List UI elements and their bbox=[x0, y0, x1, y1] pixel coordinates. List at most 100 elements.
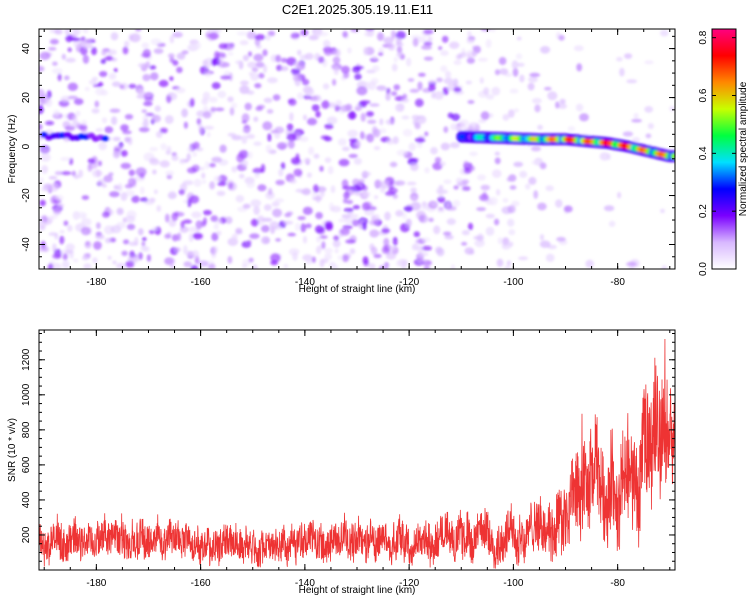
heatmap-cell bbox=[286, 211, 294, 216]
heatmap-cell bbox=[433, 225, 441, 235]
heatmap-cell bbox=[417, 258, 427, 263]
heatmap-cell bbox=[476, 207, 486, 212]
heatmap-cell bbox=[534, 104, 541, 113]
heatmap-cell bbox=[453, 60, 462, 65]
heatmap-cell bbox=[486, 94, 495, 100]
heatmap-cell bbox=[135, 29, 142, 32]
heatmap-cell bbox=[315, 194, 321, 203]
heatmap-cell bbox=[391, 63, 398, 72]
heatmap-cell bbox=[428, 84, 436, 92]
heatmap-cell bbox=[495, 189, 501, 196]
heatmap-cell bbox=[342, 146, 350, 152]
heatmap-cell bbox=[231, 135, 243, 141]
heatmap-cell bbox=[171, 212, 178, 222]
heatmap-cell bbox=[219, 144, 227, 153]
heatmap-cell bbox=[624, 53, 633, 59]
heatmap-cell bbox=[280, 162, 286, 170]
heatmap-cell bbox=[235, 60, 243, 65]
heatmap-cell bbox=[444, 234, 454, 240]
heatmap-cell bbox=[63, 113, 69, 120]
heatmap-cell bbox=[225, 216, 233, 224]
heatmap-cell bbox=[315, 212, 323, 220]
heatmap-cell bbox=[443, 231, 452, 236]
heatmap-cell bbox=[617, 191, 622, 199]
heatmap-cell bbox=[457, 53, 462, 59]
heatmap-cell bbox=[449, 41, 460, 49]
heatmap-cell bbox=[196, 118, 202, 125]
heatmap-cell bbox=[417, 81, 423, 91]
heatmap-cell bbox=[150, 38, 162, 46]
heatmap-cell bbox=[247, 61, 257, 68]
heatmap-cell bbox=[360, 100, 371, 105]
heatmap-cell bbox=[55, 194, 64, 202]
heatmap-cell bbox=[402, 129, 413, 137]
heatmap-cell bbox=[299, 136, 309, 142]
heatmap-cell bbox=[45, 120, 55, 126]
heatmap-cell bbox=[380, 180, 391, 189]
heatmap-cell bbox=[172, 59, 179, 66]
heatmap-cell bbox=[108, 73, 117, 80]
heatmap-cell bbox=[544, 86, 552, 91]
heatmap-cell bbox=[485, 226, 495, 236]
heatmap-cell bbox=[101, 49, 107, 56]
heatmap-cell bbox=[477, 57, 488, 62]
heatmap-cell bbox=[515, 53, 523, 60]
heatmap-cell bbox=[183, 121, 188, 129]
heatmap-cell bbox=[364, 31, 372, 37]
heatmap-cell bbox=[40, 148, 51, 153]
heatmap-cell bbox=[491, 86, 501, 96]
heatmap-cell bbox=[39, 65, 45, 72]
heatmap-cell bbox=[519, 74, 525, 83]
heatmap-cell bbox=[366, 133, 375, 143]
heatmap-cell bbox=[492, 169, 502, 179]
heatmap-cell bbox=[112, 136, 121, 142]
heatmap-cell bbox=[229, 107, 235, 116]
heatmap-cell bbox=[183, 219, 192, 224]
heatmap-cell bbox=[545, 253, 555, 262]
heatmap-cell bbox=[201, 172, 206, 179]
heatmap-cell bbox=[96, 222, 101, 230]
heatmap-cell bbox=[191, 250, 200, 259]
heatmap-cell bbox=[315, 111, 321, 118]
heatmap-cell bbox=[343, 207, 354, 212]
heatmap-cell bbox=[124, 40, 130, 48]
heatmap-cell bbox=[440, 65, 448, 73]
heatmap-cell bbox=[211, 252, 217, 259]
heatmap-cell bbox=[44, 98, 53, 108]
heatmap-cell bbox=[97, 178, 106, 186]
heatmap-cell bbox=[201, 179, 207, 184]
heatmap-cell bbox=[299, 54, 309, 60]
heatmap-cell bbox=[283, 220, 294, 225]
heatmap-cell bbox=[441, 35, 449, 43]
spectrogram-ytick-label: -20 bbox=[21, 188, 32, 203]
heatmap-cell bbox=[217, 90, 227, 99]
heatmap-cell bbox=[371, 246, 378, 255]
snr-series-line bbox=[39, 339, 675, 569]
heatmap-cell bbox=[393, 56, 398, 63]
heatmap-cell bbox=[563, 205, 573, 213]
heatmap-cell bbox=[287, 232, 297, 237]
heatmap-cell bbox=[57, 73, 62, 82]
heatmap-cell bbox=[364, 209, 375, 216]
heatmap-cell bbox=[286, 123, 294, 131]
heatmap-cell bbox=[330, 51, 339, 55]
heatmap-cell bbox=[373, 214, 380, 222]
heatmap-cell bbox=[47, 263, 54, 269]
heatmap-cell bbox=[53, 208, 62, 215]
heatmap-cell bbox=[176, 52, 186, 60]
heatmap-cell bbox=[319, 235, 328, 239]
heatmap-cell bbox=[167, 192, 177, 200]
heatmap-cell bbox=[575, 103, 584, 112]
heatmap-cell bbox=[354, 106, 363, 111]
heatmap-cell bbox=[211, 156, 223, 163]
heatmap-cell bbox=[324, 221, 333, 229]
heatmap-cell bbox=[208, 163, 216, 168]
heatmap-cell bbox=[417, 36, 427, 43]
heatmap-cell bbox=[477, 174, 486, 181]
heatmap-cell bbox=[63, 220, 69, 226]
heatmap-cell bbox=[149, 159, 160, 166]
heatmap-cell bbox=[142, 48, 151, 59]
heatmap-cell bbox=[64, 29, 71, 36]
heatmap-cell bbox=[269, 221, 280, 230]
heatmap-cell bbox=[392, 236, 398, 246]
